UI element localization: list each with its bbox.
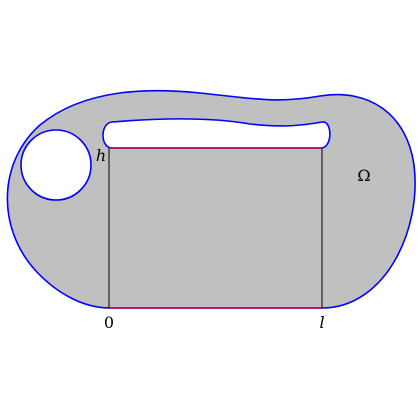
outer-boundary xyxy=(6,89,416,309)
slot-hole-boundary xyxy=(102,118,331,149)
origin-label: 0 xyxy=(104,313,114,332)
domain-label: Ω xyxy=(357,166,370,185)
circular-hole-boundary xyxy=(20,129,92,201)
length-label: l xyxy=(319,313,324,332)
height-label: h xyxy=(96,146,106,165)
